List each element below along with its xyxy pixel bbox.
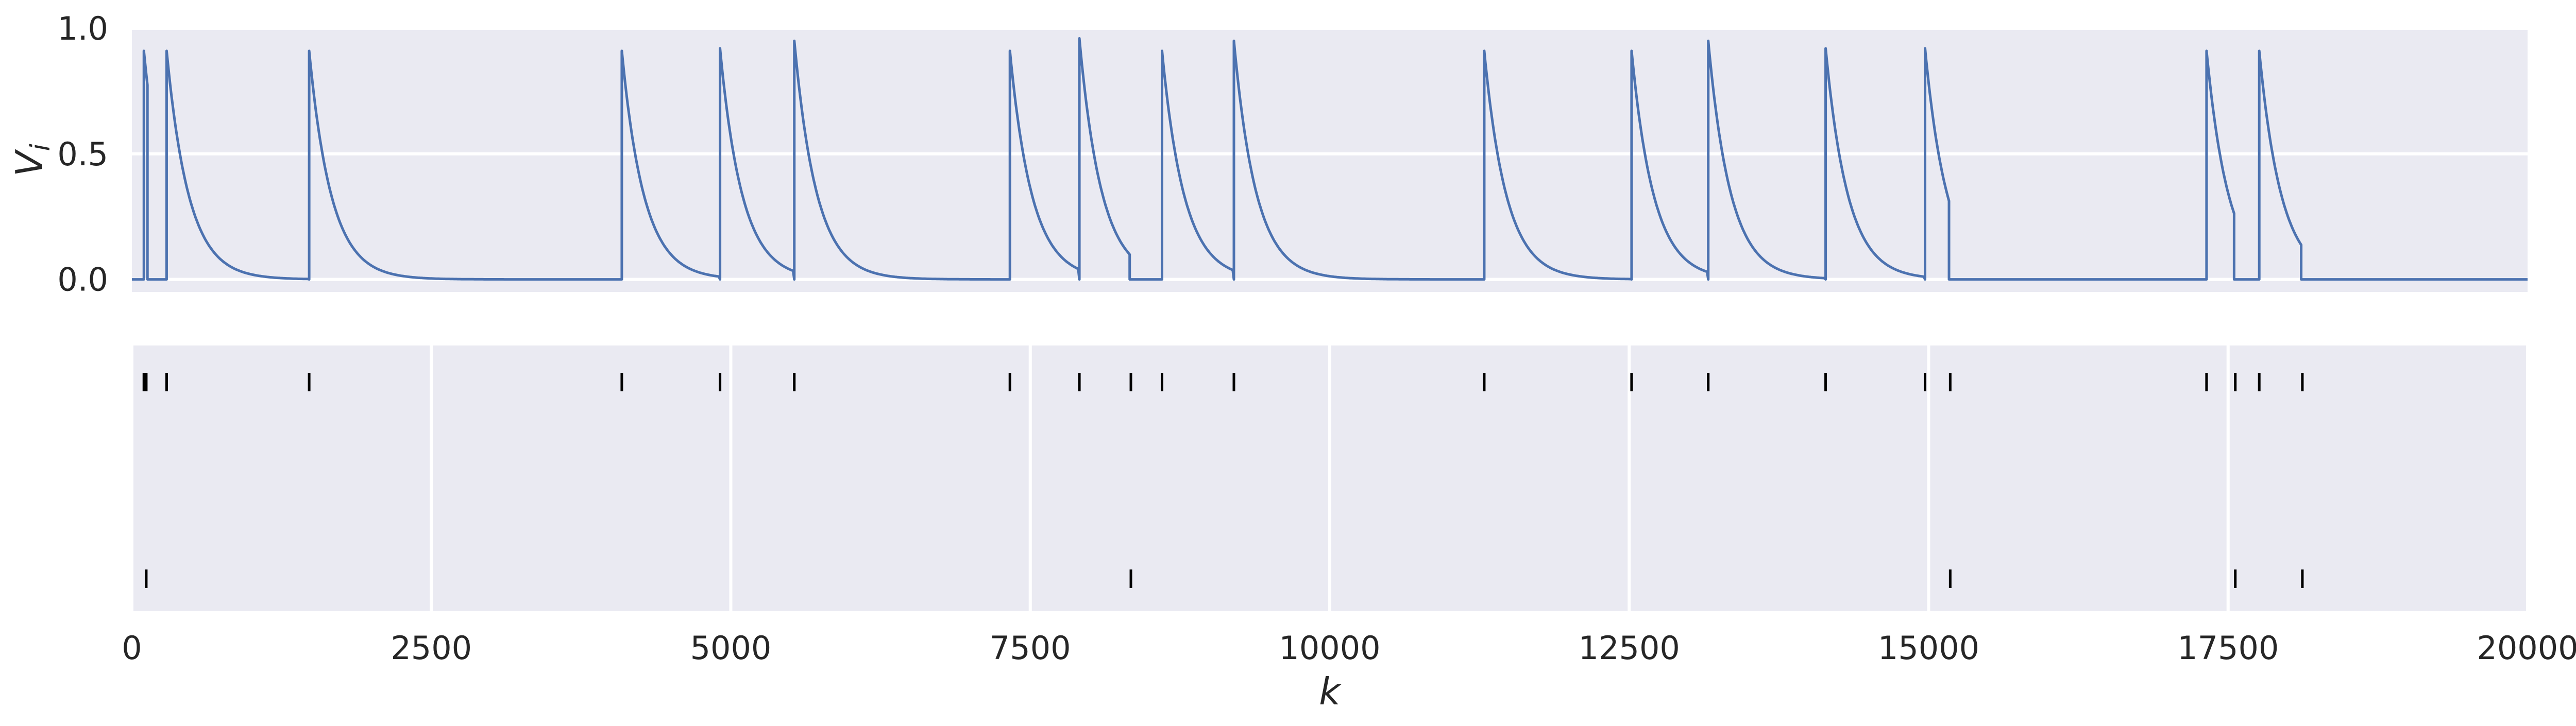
x-tick-label: 10000	[1279, 629, 1380, 667]
voltage-y-axis-label: Vi	[8, 144, 56, 177]
y-tick-label: 0.0	[57, 261, 108, 299]
raster-gridlines	[130, 345, 2529, 611]
voltage-y-ticks: 0.0 0.5 1.0	[57, 10, 108, 299]
x-tick-label: 12500	[1579, 629, 1680, 667]
y-tick-label: 0.5	[57, 135, 108, 173]
x-tick-label: 5000	[690, 629, 772, 667]
x-tick-label: 0	[122, 629, 142, 667]
voltage-panel: 0.0 0.5 1.0 Vi	[8, 10, 2528, 299]
x-tick-label: 7500	[990, 629, 1071, 667]
raster-spike-marks	[142, 373, 2304, 588]
x-tick-label: 20000	[2477, 629, 2576, 667]
x-tick-label: 17500	[2177, 629, 2279, 667]
x-axis-ticks: 0 2500 5000 7500 10000 12500 15000 17500 20000	[122, 629, 2576, 667]
x-axis-label: k	[1319, 670, 1342, 713]
y-tick-label: 1.0	[57, 10, 108, 47]
raster-panel: 0 2500 5000 7500 10000 12500 15000 17500 20000 k	[122, 345, 2576, 713]
x-tick-label: 15000	[1878, 629, 1979, 667]
voltage-panel-background	[132, 28, 2528, 292]
voltage-trace	[132, 37, 2528, 281]
x-tick-label: 2500	[391, 629, 472, 667]
